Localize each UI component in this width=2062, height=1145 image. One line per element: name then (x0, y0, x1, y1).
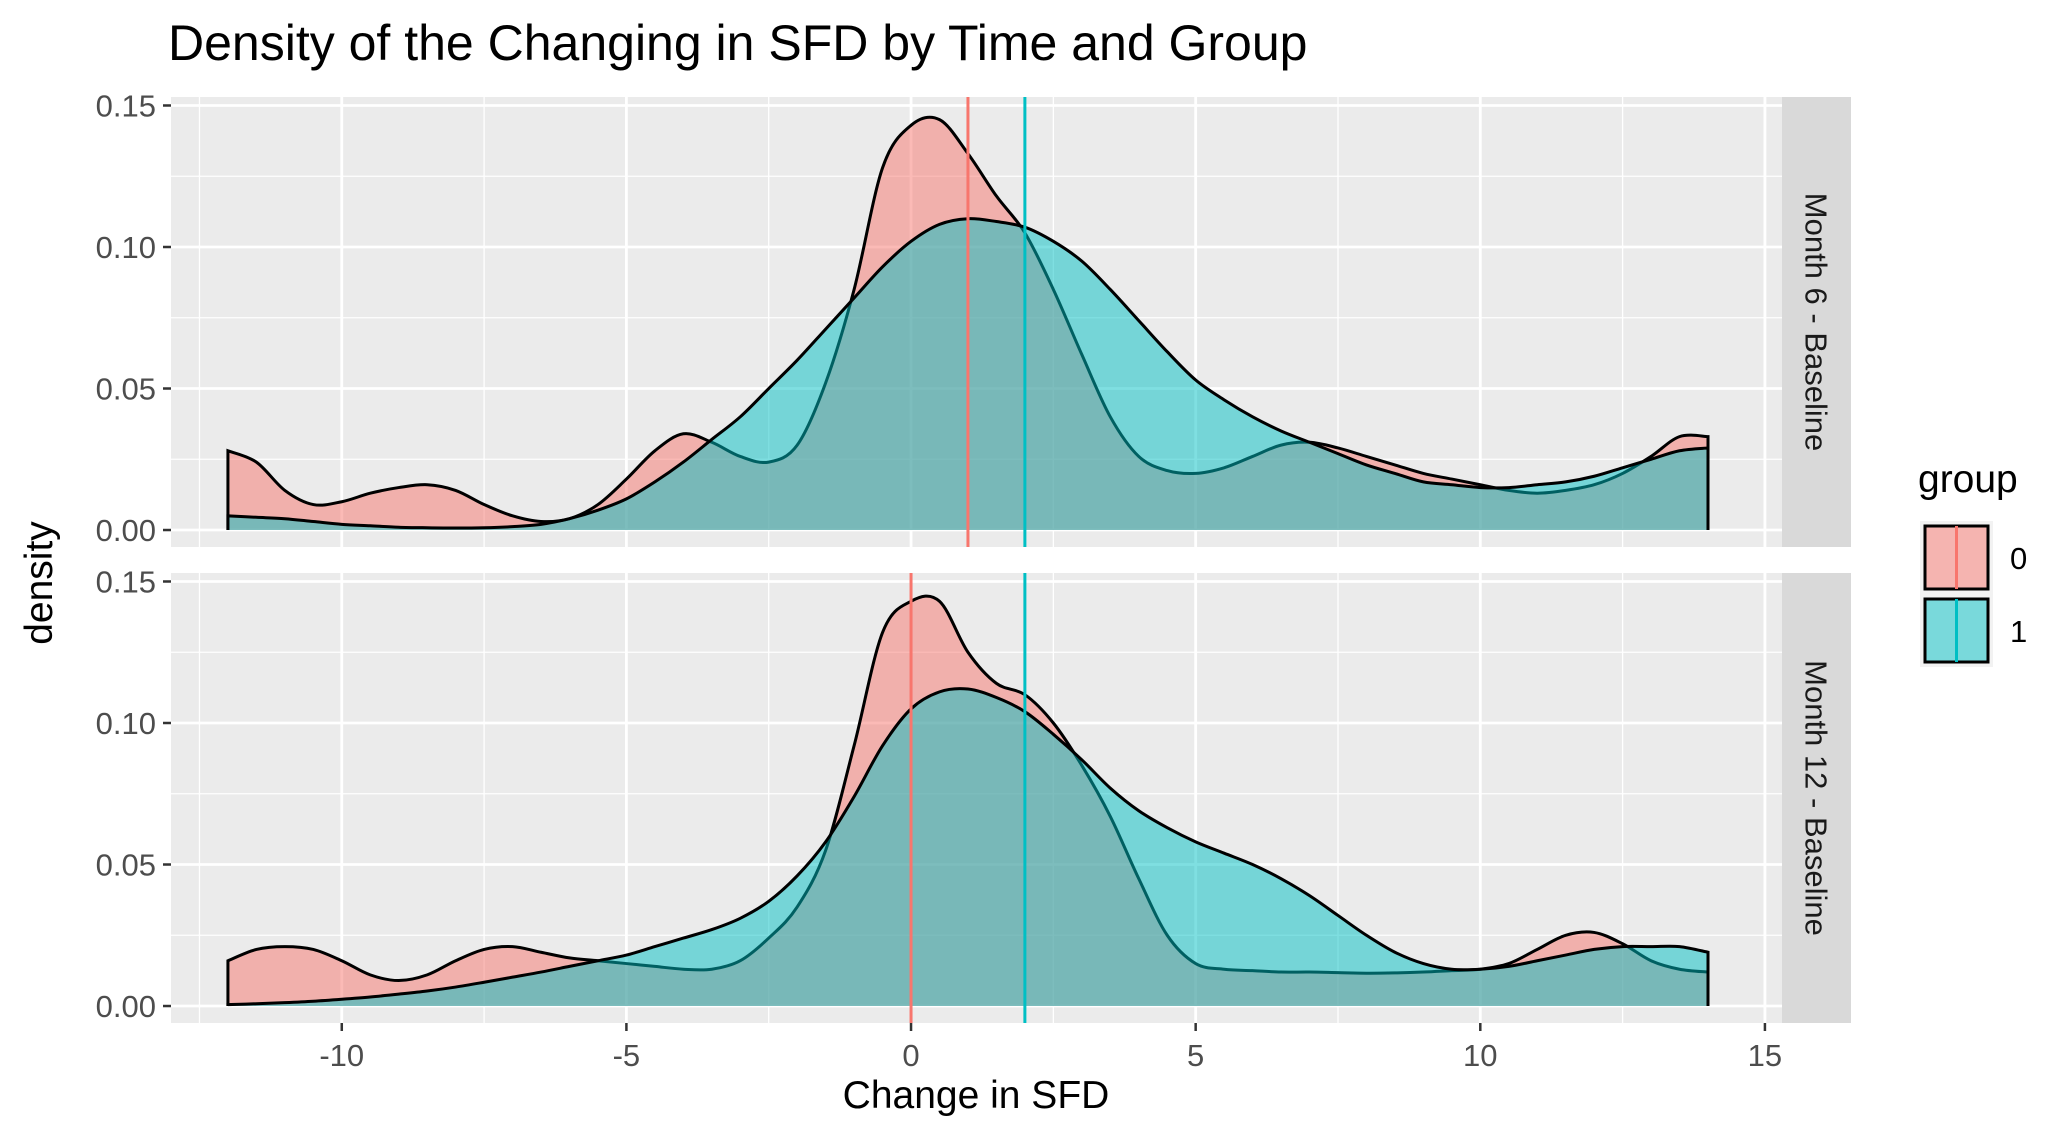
y-tick-label: 0.00 (96, 513, 156, 548)
x-tick-label: 0 (902, 1038, 919, 1073)
x-axis: -10 -5 0 5 10 15 (319, 1023, 1782, 1073)
y-tick-label: 0.05 (96, 372, 156, 407)
x-tick-label: -5 (613, 1038, 641, 1073)
density-outline-group-0 (226, 115, 1710, 531)
y-tick-label: 0.10 (96, 230, 156, 265)
chart-title: Density of the Changing in SFD by Time a… (168, 15, 1307, 71)
facet-panel: 0.00 0.05 0.10 0.15 Month 12 - Baseline (96, 564, 1851, 1024)
legend-title: group (1918, 458, 2018, 501)
x-axis-title: Change in SFD (843, 1074, 1110, 1117)
y-axis-title: density (18, 521, 61, 645)
x-tick-label: 15 (1748, 1038, 1782, 1073)
legend: group 01 (1918, 458, 2027, 667)
y-tick-label: 0.15 (96, 564, 156, 599)
facet-strip (1782, 97, 1851, 547)
legend-label-group-0: 0 (2010, 541, 2027, 576)
y-tick-label: 0.10 (96, 706, 156, 741)
legend-keys: 01 (1920, 521, 2027, 667)
x-tick-label: -10 (319, 1038, 364, 1073)
density-area-group-1 (227, 688, 1708, 1007)
legend-label-group-1: 1 (2010, 614, 2027, 649)
density-outline-group-1 (226, 687, 1710, 1007)
y-tick-label: 0.05 (96, 848, 156, 883)
facet-strip (1782, 573, 1851, 1023)
x-tick-label: 5 (1187, 1038, 1204, 1073)
y-tick-label: 0.00 (96, 989, 156, 1024)
facet-strip-label: Month 12 - Baseline (1799, 660, 1834, 936)
facet-panel: 0.00 0.05 0.10 0.15 Month 6 - Baseline (96, 88, 1851, 548)
x-tick-label: 10 (1463, 1038, 1497, 1073)
y-tick-label: 0.15 (96, 88, 156, 123)
facet-strip-label: Month 6 - Baseline (1799, 193, 1834, 451)
